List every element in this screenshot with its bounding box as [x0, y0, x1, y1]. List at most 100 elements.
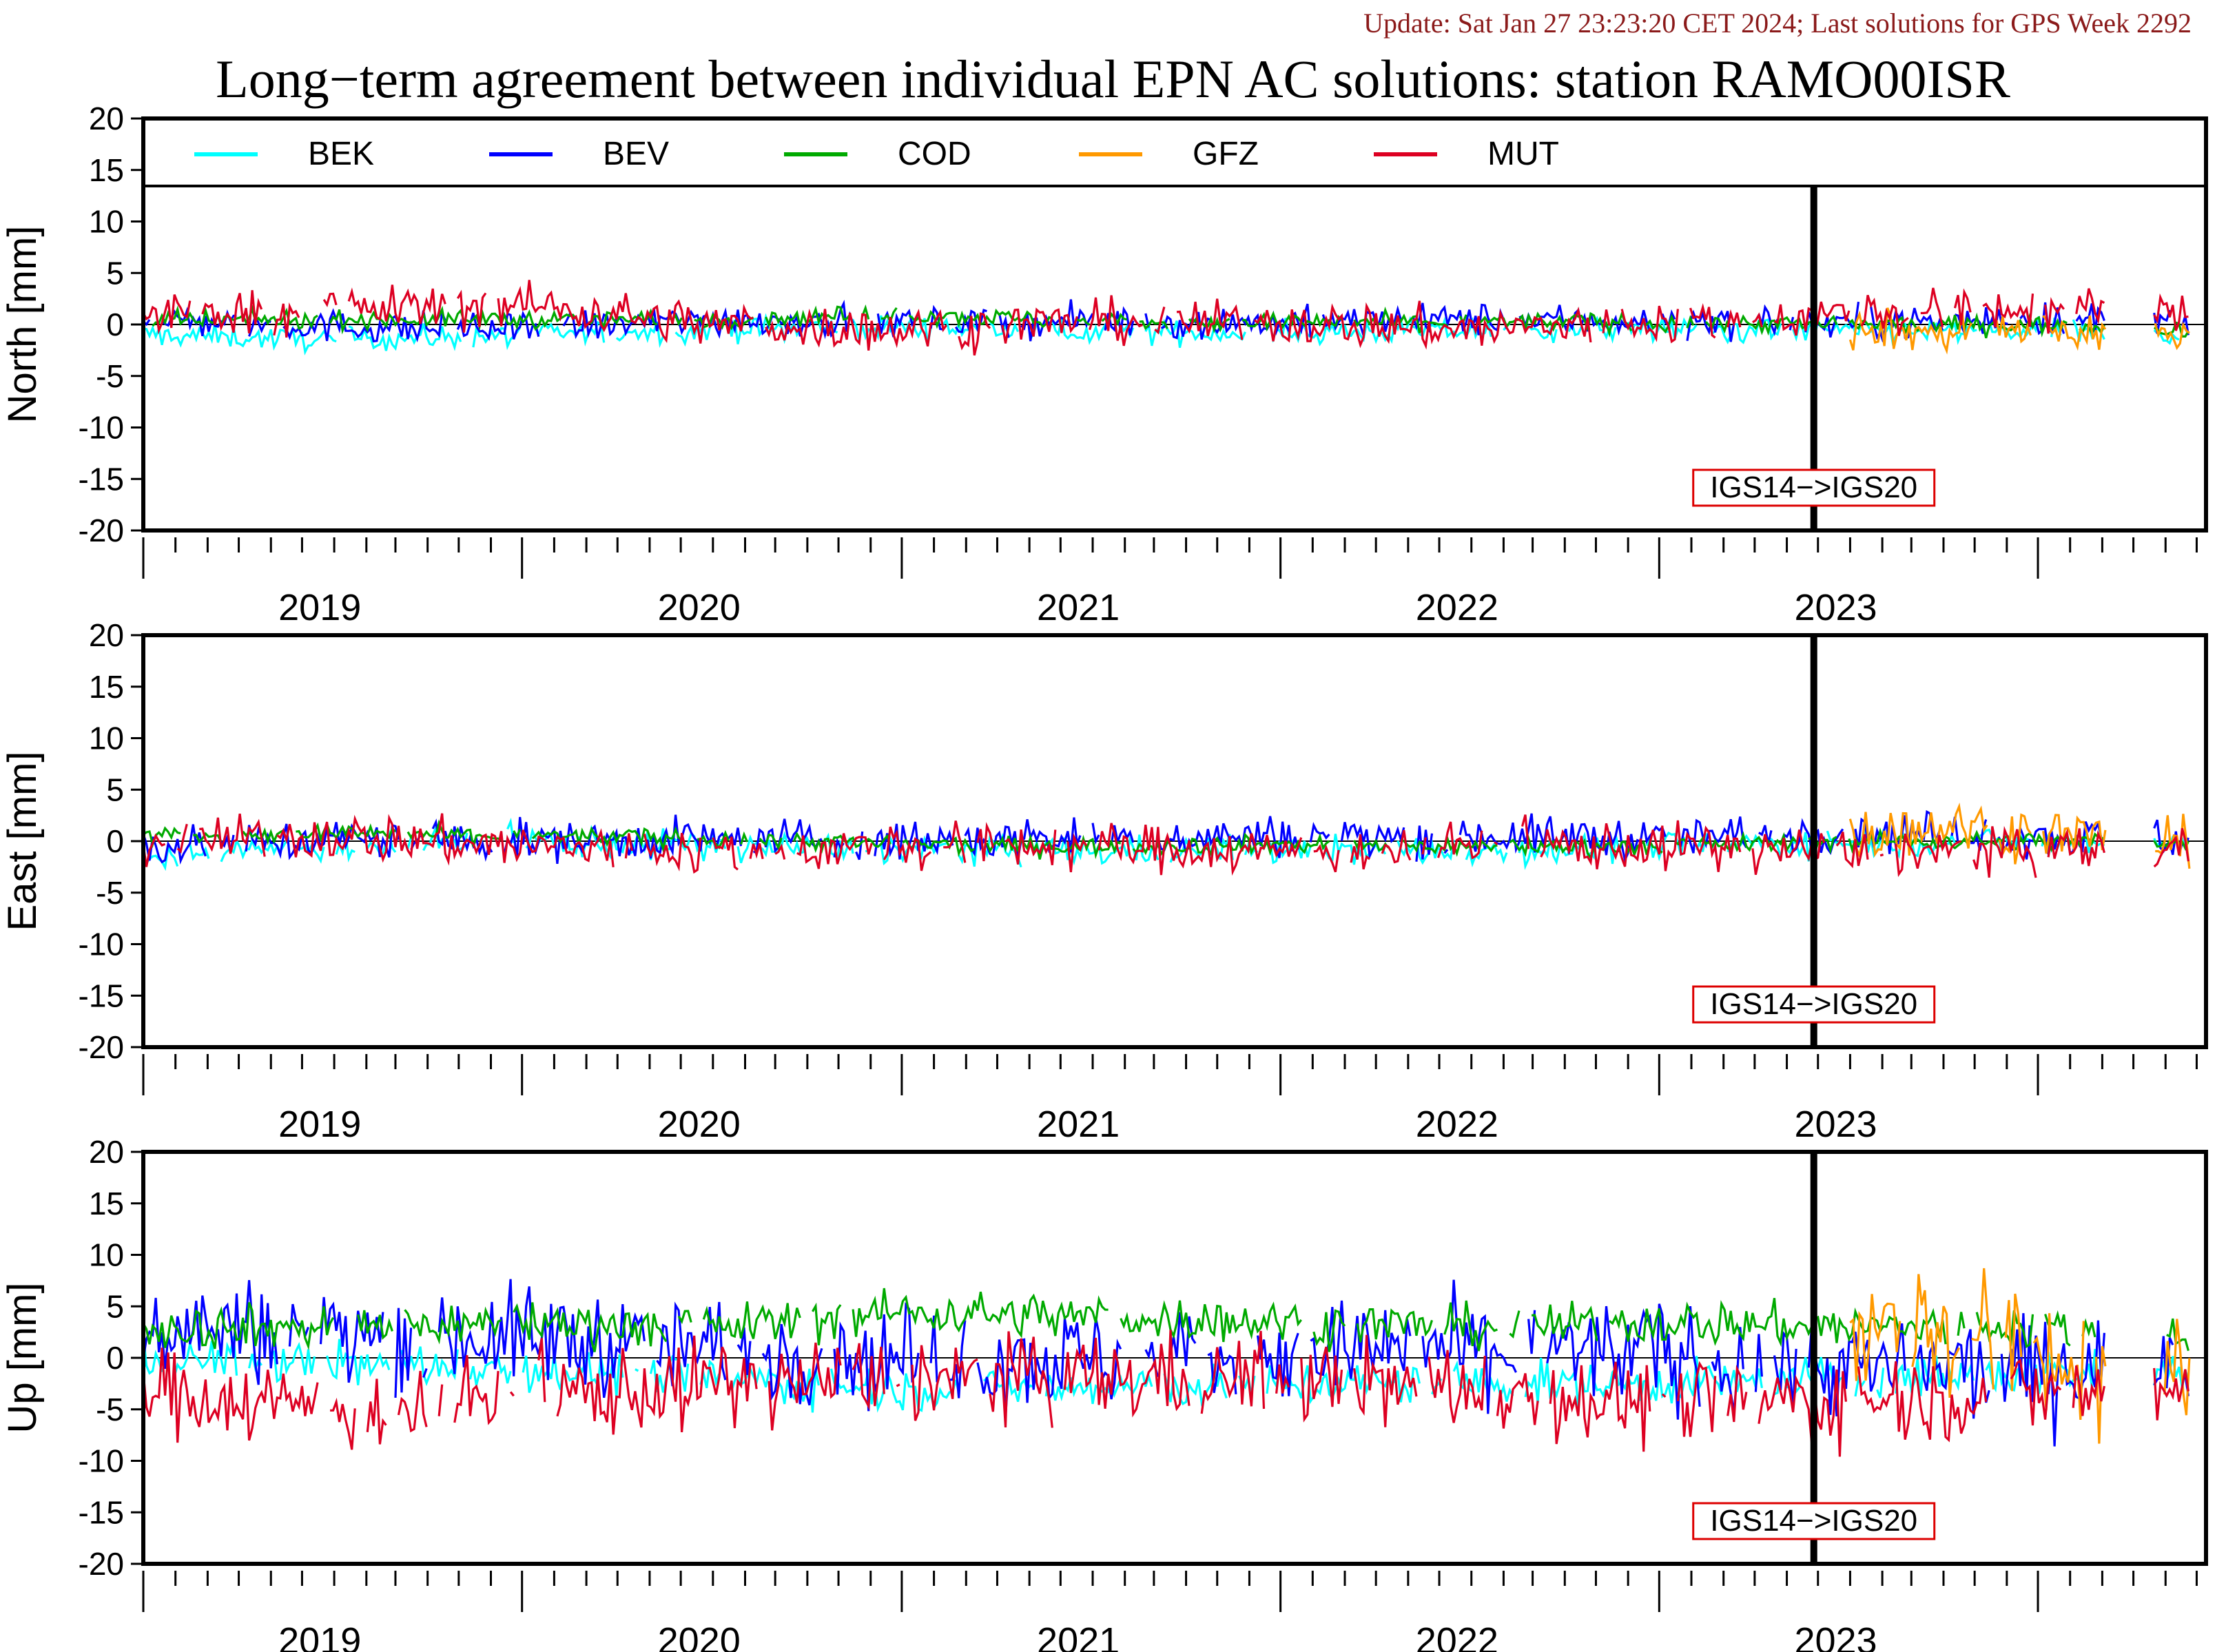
series-line — [1620, 305, 1679, 344]
series-line — [1689, 303, 1716, 339]
series-line — [1848, 802, 1988, 860]
series-line — [2153, 1367, 2189, 1421]
legend-label-bek: BEK — [308, 136, 374, 172]
series-line — [472, 324, 522, 351]
series-line — [329, 305, 577, 335]
series-line — [855, 831, 864, 860]
series-line — [1066, 833, 1088, 873]
series-line — [2044, 296, 2065, 334]
series-line — [1097, 823, 1303, 876]
series-line — [503, 814, 743, 864]
series-line — [143, 826, 181, 849]
series-line — [1972, 825, 2037, 878]
x-tick-label-year: 2022 — [1416, 1620, 1498, 1652]
series-line — [1144, 318, 1246, 349]
series-line — [739, 831, 748, 845]
y-tick-label: 5 — [106, 772, 124, 807]
series-line — [1428, 1350, 1486, 1423]
series-line — [531, 320, 606, 347]
series-line — [958, 312, 991, 356]
y-tick-label: 0 — [106, 1340, 124, 1376]
series-line — [1708, 318, 1782, 344]
series-line — [796, 833, 873, 869]
series-line — [1256, 1332, 1299, 1397]
series-line — [1509, 834, 1663, 860]
series-line — [761, 1323, 823, 1406]
series-line — [1443, 1300, 1498, 1352]
series-line — [282, 308, 446, 343]
series-line — [1758, 825, 1773, 845]
series-line — [1982, 293, 2034, 328]
series-line — [1835, 832, 1869, 869]
y-tick-label: -5 — [96, 358, 124, 394]
series-line — [142, 1280, 278, 1385]
y-tick-label: -20 — [79, 1029, 124, 1065]
series-gfz — [1848, 802, 2191, 869]
series-line — [812, 319, 838, 335]
series-line — [1592, 316, 1617, 344]
series-line — [765, 308, 947, 351]
series-line — [1998, 813, 2032, 865]
series-line — [1350, 834, 1371, 870]
series-line — [242, 827, 285, 845]
series-line — [513, 1302, 668, 1352]
series-line — [1540, 820, 1742, 872]
series-line — [1356, 1308, 1434, 1343]
series-line — [1739, 314, 1838, 336]
series-line — [911, 1345, 978, 1421]
series-cod — [142, 1288, 2189, 1352]
y-tick-label: -20 — [79, 1546, 124, 1582]
y-tick-label: 5 — [106, 1288, 124, 1324]
series-line — [1353, 306, 1448, 333]
series-line — [989, 1331, 1053, 1428]
series-line — [404, 1305, 502, 1345]
series-line — [954, 309, 987, 333]
series-line — [357, 1310, 393, 1340]
series-line — [143, 323, 337, 355]
series-line — [513, 829, 522, 840]
x-tick-label-year: 2019 — [278, 1620, 361, 1652]
series-line — [883, 826, 932, 871]
series-line — [173, 1336, 238, 1377]
panel-north: IGS14−>IGS20 BEK BEV COD GFZ MUT 20 15 10 5 0 -5 -10… — [0, 101, 2208, 628]
series-line — [273, 302, 300, 338]
y-axis-label: Up [mm] — [0, 1282, 45, 1433]
series-line — [431, 818, 493, 863]
series-line — [1879, 854, 1884, 857]
y-tick-label: -15 — [79, 978, 124, 1013]
series-line — [1139, 318, 1168, 331]
series-line — [1953, 288, 1972, 326]
y-tick-label: -10 — [79, 1443, 124, 1479]
y-axis-label: East [mm] — [0, 751, 45, 931]
y-tick-label: 0 — [106, 307, 124, 342]
series-line — [767, 1342, 842, 1431]
series-line — [522, 1352, 624, 1398]
frame-change-box — [1692, 985, 1936, 1024]
y-tick-label: 15 — [89, 152, 124, 188]
series-line — [1493, 841, 1498, 846]
series-line — [1063, 1330, 1191, 1418]
series-line — [1807, 1323, 1906, 1416]
series-line — [635, 1368, 639, 1372]
x-tick-label-year: 2023 — [1794, 587, 1877, 628]
series-line — [556, 1335, 758, 1435]
series-line — [2075, 288, 2105, 324]
series-line — [2166, 1318, 2189, 1352]
series-line — [1546, 1303, 1701, 1420]
series-line — [929, 1315, 938, 1383]
series-line — [861, 304, 870, 320]
series-line — [1169, 1312, 1197, 1367]
series-line — [656, 1301, 727, 1387]
y-tick-label: -20 — [79, 513, 124, 548]
series-line — [2010, 1358, 2062, 1426]
legend-label-bev: BEV — [603, 136, 669, 172]
series-line — [1443, 849, 1449, 854]
series-line — [1312, 1309, 1346, 1352]
series-line — [812, 1302, 842, 1345]
series-line — [702, 1301, 801, 1340]
x-tick-label-year: 2023 — [1794, 1620, 1877, 1652]
series-line — [1496, 1373, 1539, 1429]
legend-background — [143, 118, 2206, 186]
update-timestamp: Update: Sat Jan 27 23:23:20 CET 2024; La… — [1363, 8, 2192, 39]
